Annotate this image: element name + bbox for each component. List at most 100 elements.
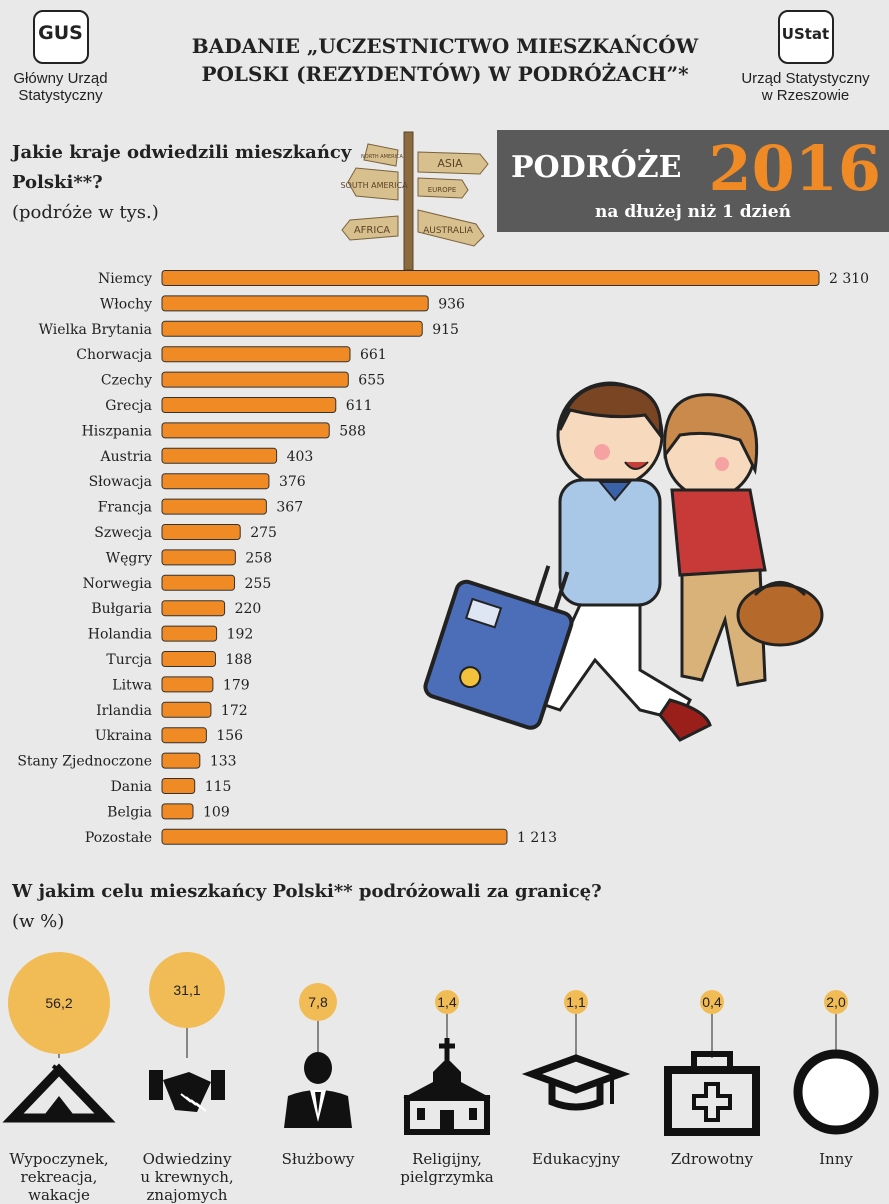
bar (161, 473, 270, 490)
purpose-value-label: 56,2 (45, 995, 72, 1011)
bar-value-label: 936 (438, 296, 465, 312)
tent-icon (2, 1063, 116, 1123)
purpose-value-label: 7,8 (308, 994, 328, 1010)
purpose-value-label: 31,1 (173, 982, 200, 998)
bar (161, 574, 236, 591)
handshake-icon (149, 1070, 225, 1112)
bar (161, 676, 214, 693)
bar (161, 422, 330, 439)
bar-value-label: 403 (287, 449, 314, 465)
purpose-bubble (824, 990, 848, 1014)
bar (161, 752, 201, 769)
businessman-icon (284, 1052, 352, 1128)
bar-value-label: 255 (245, 576, 272, 592)
bar-category-label: Ukraina (95, 728, 152, 744)
purpose-value-label: 0,4 (702, 994, 722, 1010)
purpose-value-label: 1,4 (437, 994, 457, 1010)
sign-europe: EUROPE (428, 186, 457, 194)
purpose-category-label: Edukacyjny (532, 1150, 620, 1168)
countries-question: Jakie kraje odwiedzili mieszkańcy Polski… (12, 138, 402, 228)
banner-title: PODRÓŻE (511, 150, 682, 185)
purpose-bubble (299, 983, 337, 1021)
bar-category-label: Bułgaria (91, 601, 152, 617)
sign-south-america: SOUTH AMERICA (340, 181, 408, 190)
purpose-category-label: Inny (819, 1150, 853, 1168)
purpose-value-label: 1,1 (566, 994, 586, 1010)
bar-category-label: Francja (98, 500, 152, 516)
purpose-category-label: Religijny, pielgrzymka (400, 1150, 494, 1186)
bar-value-label: 192 (227, 627, 254, 643)
banner-subtitle: na dłużej niż 1 dzień (595, 202, 791, 222)
bar-value-label: 275 (250, 525, 277, 541)
bar-category-label: Czechy (101, 373, 152, 389)
purpose-bubble (435, 990, 459, 1014)
bar (161, 371, 349, 388)
banner-year: 2016 (708, 132, 881, 205)
bar-value-label: 661 (360, 347, 387, 363)
bar-category-label: Holandia (88, 627, 152, 643)
bar-category-label: Grecja (105, 398, 152, 414)
bar (161, 727, 207, 744)
bar (161, 346, 351, 363)
bar (161, 295, 429, 312)
bar (161, 828, 508, 845)
bar-category-label: Austria (100, 449, 152, 465)
purpose-unit: (w %) (12, 911, 65, 932)
bar (161, 803, 194, 820)
bar-category-label: Stany Zjednoczone (17, 754, 152, 770)
bar (161, 549, 236, 566)
bar-value-label: 2 310 (829, 271, 869, 287)
bar-value-label: 172 (221, 703, 248, 719)
bar (161, 447, 278, 464)
bar-category-label: Włochy (100, 296, 152, 312)
bar-category-label: Węgry (106, 550, 152, 566)
bar-category-label: Chorwacja (76, 347, 152, 363)
page-title: BADANIE „UCZESTNICTWO MIESZKAŃCÓW POLSKI… (191, 34, 699, 86)
bar-category-label: Belgia (107, 804, 152, 820)
us-logo-mark: UStat (777, 10, 834, 64)
circle-icon (793, 1049, 879, 1135)
sign-africa: AFRICA (354, 225, 390, 236)
bar-category-label: Szwecja (94, 525, 152, 541)
countries-unit: (podróże w tys.) (12, 202, 159, 223)
purpose-category-label: Wypoczynek, rekreacja, wakacje (9, 1150, 109, 1204)
graduation-cap-icon (521, 1054, 631, 1111)
bar (161, 524, 241, 540)
bar-category-label: Irlandia (96, 703, 152, 719)
bar-value-label: 611 (346, 398, 373, 414)
bar-value-label: 109 (203, 804, 230, 820)
bar (161, 320, 423, 337)
bar-category-label: Hiszpania (82, 423, 152, 439)
purpose-category-label: Zdrowotny (670, 1150, 754, 1168)
bar-value-label: 220 (235, 601, 262, 617)
bar (161, 625, 218, 642)
bar-value-label: 133 (210, 754, 237, 770)
bar (161, 600, 226, 617)
purpose-bubble (564, 990, 588, 1014)
purpose-question: W jakim celu mieszkańcy Polski** podróżo… (12, 877, 872, 937)
bar-category-label: Niemcy (98, 271, 152, 287)
bar-category-label: Norwegia (83, 576, 152, 592)
bar-value-label: 367 (276, 500, 303, 516)
signpost-illustration: ASIA NORTH AMERICA SOUTH AMERICA EUROPE … (340, 131, 489, 271)
purpose-value-label: 2,0 (826, 994, 846, 1010)
bar-category-label: Słowacja (89, 474, 152, 490)
bar (161, 651, 216, 667)
bar-category-label: Wielka Brytania (39, 322, 152, 338)
sign-north-america: NORTH AMERICA (361, 154, 404, 160)
bar (161, 498, 267, 515)
bar-value-label: 1 213 (517, 830, 557, 846)
bar (161, 701, 212, 718)
bar (161, 778, 196, 794)
bar-value-label: 588 (339, 423, 366, 439)
purpose-category-label: Służbowy (281, 1150, 355, 1168)
bar-value-label: 179 (223, 677, 250, 693)
gus-logo-mark: GUS (32, 10, 89, 64)
bar-value-label: 156 (216, 728, 243, 744)
bar-category-label: Litwa (112, 677, 152, 693)
purpose-category-label: Odwiedziny u krewnych, znajomych (140, 1150, 234, 1204)
bar-value-label: 115 (205, 779, 232, 795)
travelers-illustration (423, 381, 824, 742)
purpose-bubble (149, 952, 225, 1028)
banner: PODRÓŻE 2016 na dłużej niż 1 dzień (497, 130, 889, 232)
